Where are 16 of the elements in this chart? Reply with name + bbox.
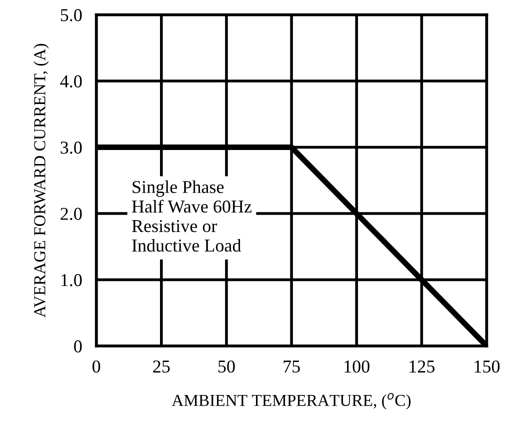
y-tick-label: 3.0 bbox=[60, 142, 82, 154]
x-tick-label: 100 bbox=[344, 360, 370, 373]
annotation: Single Phase Half Wave 60Hz Resistive or Inductive Load bbox=[132, 180, 252, 252]
y-tick-label: 1.0 bbox=[61, 274, 82, 286]
x-tick-label: 125 bbox=[410, 360, 434, 373]
x-tick-label: 0 bbox=[92, 360, 100, 373]
y-axis-title: AVERAGE FORWARD CURRENT, (A) bbox=[34, 44, 49, 318]
x-tick-label: 50 bbox=[218, 360, 235, 373]
y-tick-label: 2.0 bbox=[60, 208, 82, 220]
x-tick-label: 75 bbox=[284, 360, 300, 373]
y-tick-label: 0 bbox=[74, 340, 82, 352]
x-axis-title: AMBIENT TEMPERATURE, ($^{o}$C) bbox=[172, 392, 411, 410]
x-tick-label: 25 bbox=[153, 360, 170, 373]
y-tick-label: 4.0 bbox=[60, 75, 82, 88]
y-tick-label: 5.0 bbox=[60, 9, 82, 22]
x-tick-label: 150 bbox=[474, 360, 500, 373]
